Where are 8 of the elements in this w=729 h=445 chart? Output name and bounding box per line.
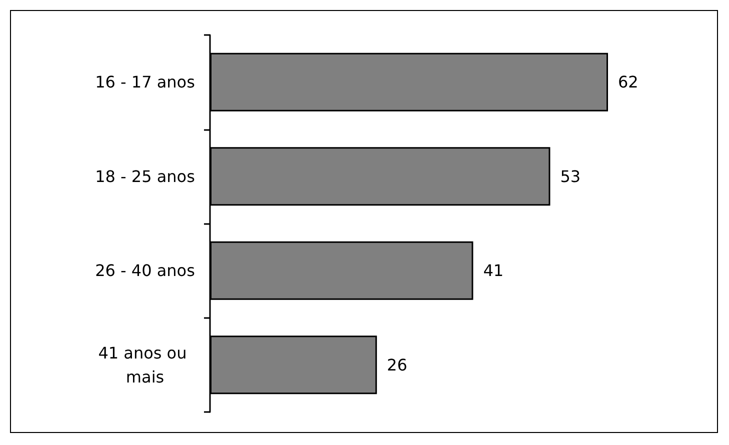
y-tick-label: 26 - 40 anos	[95, 261, 195, 280]
data-label: 53	[560, 166, 581, 186]
data-label: 41	[483, 261, 504, 280]
y-tick-label: 16 - 17 anos	[95, 72, 195, 92]
data-label: 26	[386, 355, 408, 374]
y-tick-label: 18 - 25 anos	[95, 166, 195, 186]
data-label: 62	[618, 72, 638, 92]
y-tick-label: 41 anos ou mais	[98, 343, 192, 386]
